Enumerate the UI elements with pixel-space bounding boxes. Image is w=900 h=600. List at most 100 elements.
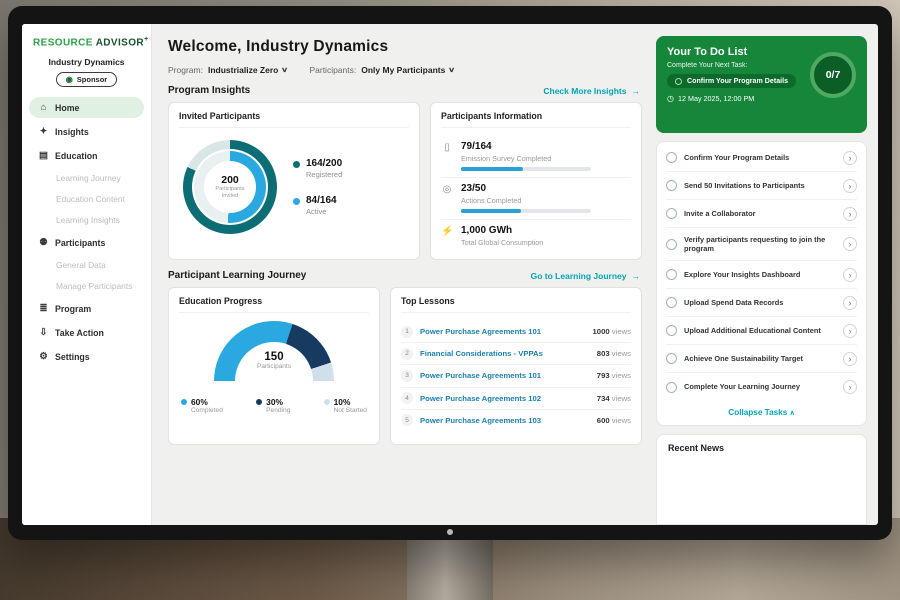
lesson-link[interactable]: Power Purchase Agreements 101	[420, 371, 542, 381]
app-logo: RESOURCE ADVISOR+	[29, 34, 148, 57]
collapse-label: Collapse Tasks	[728, 408, 788, 418]
donut-center: 200 Participants Invited	[204, 161, 256, 213]
invited-participants-card: Invited Participants 200 Participants In…	[168, 102, 420, 260]
recent-news-title: Recent News	[668, 443, 725, 454]
task-row[interactable]: Verify participants requesting to join t…	[666, 228, 857, 262]
recent-news-card[interactable]: Recent News	[656, 434, 867, 525]
consumption-icon: ⚡	[441, 226, 454, 237]
participants-filter: Participants: Only My Participants ∨	[309, 65, 456, 75]
chevron-right-icon[interactable]: ›	[843, 150, 857, 165]
sidebar-item-label: General Data	[56, 260, 106, 271]
participants-filter-select[interactable]: Only My Participants ∨	[361, 65, 456, 75]
todo-summary-card: Your To Do List Complete Your Next Task:…	[656, 36, 867, 133]
task-checkbox[interactable]	[666, 297, 677, 309]
legend-value: 10%	[333, 397, 351, 407]
lesson-link[interactable]: Power Purchase Agreements 101	[420, 327, 542, 337]
task-row[interactable]: Achieve One Sustainability Target ›	[666, 345, 857, 374]
chevron-right-icon[interactable]: ›	[843, 267, 857, 282]
task-row[interactable]: Explore Your Insights Dashboard ›	[666, 261, 857, 290]
sidebar-item-learning-journey[interactable]: Learning Journey	[29, 169, 144, 187]
sidebar-item-program[interactable]: ≣ Program	[29, 298, 144, 319]
lesson-link[interactable]: Power Purchase Agreements 102	[420, 393, 542, 403]
task-row[interactable]: Confirm Your Program Details ›	[666, 144, 857, 172]
sidebar-item-take-action[interactable]: ⇩ Take Action	[29, 322, 144, 343]
task-row[interactable]: Send 50 Invitations to Participants ›	[666, 172, 857, 200]
sidebar-item-label: Education Content	[56, 194, 125, 205]
insights-cards-row: Invited Participants 200 Participants In…	[168, 102, 642, 260]
sidebar-item-settings[interactable]: ⚙ Settings	[29, 346, 144, 367]
task-checkbox[interactable]	[666, 180, 677, 191]
link-label: Go to Learning Journey	[530, 270, 627, 281]
task-checkbox	[675, 77, 682, 85]
education-gauge-chart: 150 Participants	[214, 321, 334, 381]
lesson-link[interactable]: Financial Considerations - VPPAs	[420, 349, 543, 359]
chevron-right-icon[interactable]: ›	[843, 206, 857, 221]
program-insights-header: Program Insights Check More Insights →	[168, 85, 640, 96]
chevron-right-icon[interactable]: ›	[843, 323, 857, 338]
progress-bar	[461, 167, 591, 171]
lesson-rank: 1	[401, 325, 413, 338]
task-list-card: Confirm Your Program Details › Send 50 I…	[656, 141, 867, 427]
gauge-label: Participants	[257, 363, 291, 370]
todo-progress-value: 0/7	[825, 69, 841, 81]
sidebar-item-label: Take Action	[55, 327, 104, 338]
chevron-right-icon[interactable]: ›	[843, 351, 857, 366]
todo-subtitle: Complete Your Next Task:	[667, 62, 748, 69]
task-row[interactable]: Complete Your Learning Journey ›	[666, 373, 857, 401]
lesson-link[interactable]: Power Purchase Agreements 103	[420, 415, 542, 425]
legend-item: 30% Pending	[256, 397, 290, 414]
stat-label: Total Global Consumption	[461, 238, 544, 247]
sidebar-item-education[interactable]: ▤ Education	[29, 145, 144, 166]
task-checkbox[interactable]	[666, 353, 677, 365]
task-row[interactable]: Invite a Collaborator ›	[666, 200, 857, 228]
chevron-right-icon[interactable]: ›	[843, 380, 857, 395]
legend-value: 60%	[191, 397, 208, 407]
legend-label: Registered	[306, 170, 343, 179]
stat-value: 79/164	[461, 141, 492, 152]
go-to-learning-journey-link[interactable]: Go to Learning Journey →	[531, 271, 640, 281]
sidebar-item-insights[interactable]: ✦ Insights	[29, 121, 144, 142]
sponsor-badge[interactable]: ◉ Sponsor	[55, 72, 118, 88]
check-more-insights-link[interactable]: Check More Insights →	[543, 86, 640, 96]
stat-global-consumption: ⚡ 1,000 GWh Total Global Consumption	[441, 220, 631, 257]
sidebar-item-label: Insights	[55, 126, 89, 137]
chevron-down-icon: ∨	[448, 67, 456, 74]
task-checkbox[interactable]	[666, 238, 677, 250]
legend-dot-registered	[293, 161, 300, 168]
program-icon: ≣	[39, 303, 48, 315]
sidebar-item-education-content[interactable]: Education Content	[29, 190, 144, 208]
sidebar-item-manage-participants[interactable]: Manage Participants	[29, 277, 144, 295]
chevron-right-icon[interactable]: ›	[843, 295, 857, 310]
sidebar-item-general-data[interactable]: General Data	[29, 256, 144, 274]
legend-dot-pending	[256, 399, 263, 405]
sidebar-item-home[interactable]: ⌂ Home	[29, 97, 144, 119]
task-checkbox[interactable]	[666, 269, 677, 281]
program-filter-label: Program:	[168, 65, 203, 75]
lesson-views: 803 views	[596, 349, 631, 359]
chevron-right-icon[interactable]: ›	[843, 237, 857, 252]
logo-primary: RESOURCE	[33, 37, 93, 49]
program-filter: Program: Industrialize Zero ∨	[168, 65, 289, 75]
lesson-views: 1000 views	[592, 327, 631, 337]
task-row[interactable]: Upload Additional Educational Content ›	[666, 317, 857, 346]
task-checkbox[interactable]	[666, 208, 677, 219]
dashboard-screen: RESOURCE ADVISOR+ Industry Dynamics ◉ Sp…	[22, 24, 878, 525]
invited-legend: 164/200 Registered 84/164 Active	[293, 158, 342, 216]
chevron-down-icon: ∨	[281, 67, 289, 74]
invited-donut-chart: 200 Participants Invited	[183, 140, 277, 234]
chevron-right-icon[interactable]: ›	[843, 178, 857, 193]
task-row[interactable]: Upload Spend Data Records ›	[666, 289, 857, 318]
todo-progress-ring: 0/7	[810, 52, 856, 98]
legend-value: 164/200	[306, 158, 343, 169]
sidebar-item-participants[interactable]: ⚉ Participants	[29, 232, 144, 253]
link-label: Check More Insights	[543, 85, 627, 96]
task-checkbox[interactable]	[666, 381, 677, 393]
task-checkbox[interactable]	[666, 325, 677, 337]
sidebar-item-learning-insights[interactable]: Learning Insights	[29, 211, 144, 229]
task-label: Upload Additional Educational Content	[684, 325, 821, 335]
legend-item: 60% Completed	[181, 397, 223, 414]
next-task-pill[interactable]: Confirm Your Program Details	[667, 74, 797, 88]
task-checkbox[interactable]	[666, 152, 677, 163]
program-filter-select[interactable]: Industrialize Zero ∨	[208, 65, 289, 75]
collapse-tasks-link[interactable]: Collapse Tasks ∧	[666, 401, 857, 423]
